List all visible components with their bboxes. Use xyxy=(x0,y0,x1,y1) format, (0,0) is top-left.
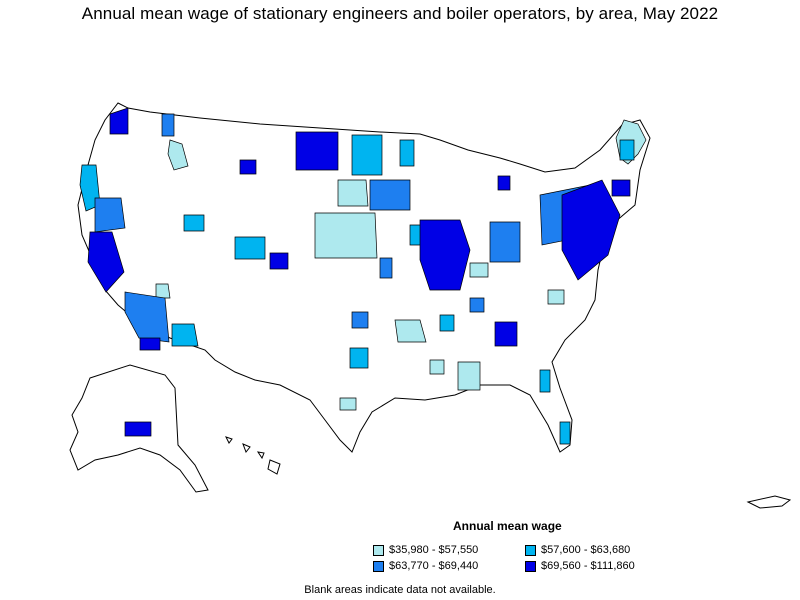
areas-69560-111860 xyxy=(87,107,631,437)
puerto-rico-outline xyxy=(746,495,792,509)
legend-item-4: $69,560 - $111,860 xyxy=(525,560,635,572)
hawaii-outline xyxy=(225,436,281,475)
footnote: Blank areas indicate data not available. xyxy=(304,584,496,596)
legend-item-3: $63,770 - $69,440 xyxy=(373,560,478,572)
legend-label-3: $63,770 - $69,440 xyxy=(389,560,479,572)
areas-35980-57550 xyxy=(155,119,647,411)
legend-swatch-3 xyxy=(373,560,384,572)
legend-item-2: $57,600 - $63,680 xyxy=(525,544,630,556)
legend-swatch-1 xyxy=(373,544,384,556)
legend-swatch-2 xyxy=(525,544,536,556)
map-title: Annual mean wage of stationary engineers… xyxy=(81,4,719,23)
legend-title: Annual mean wage xyxy=(453,519,562,533)
legend-item-1: $35,980 - $57,550 xyxy=(373,544,478,556)
areas-57600-63680 xyxy=(79,134,635,445)
legend-swatch-4 xyxy=(525,560,536,572)
legend-label-4: $69,560 - $111,860 xyxy=(541,560,635,572)
legend-label-2: $57,600 - $63,680 xyxy=(541,544,631,556)
legend-label-1: $35,980 - $57,550 xyxy=(389,544,479,556)
